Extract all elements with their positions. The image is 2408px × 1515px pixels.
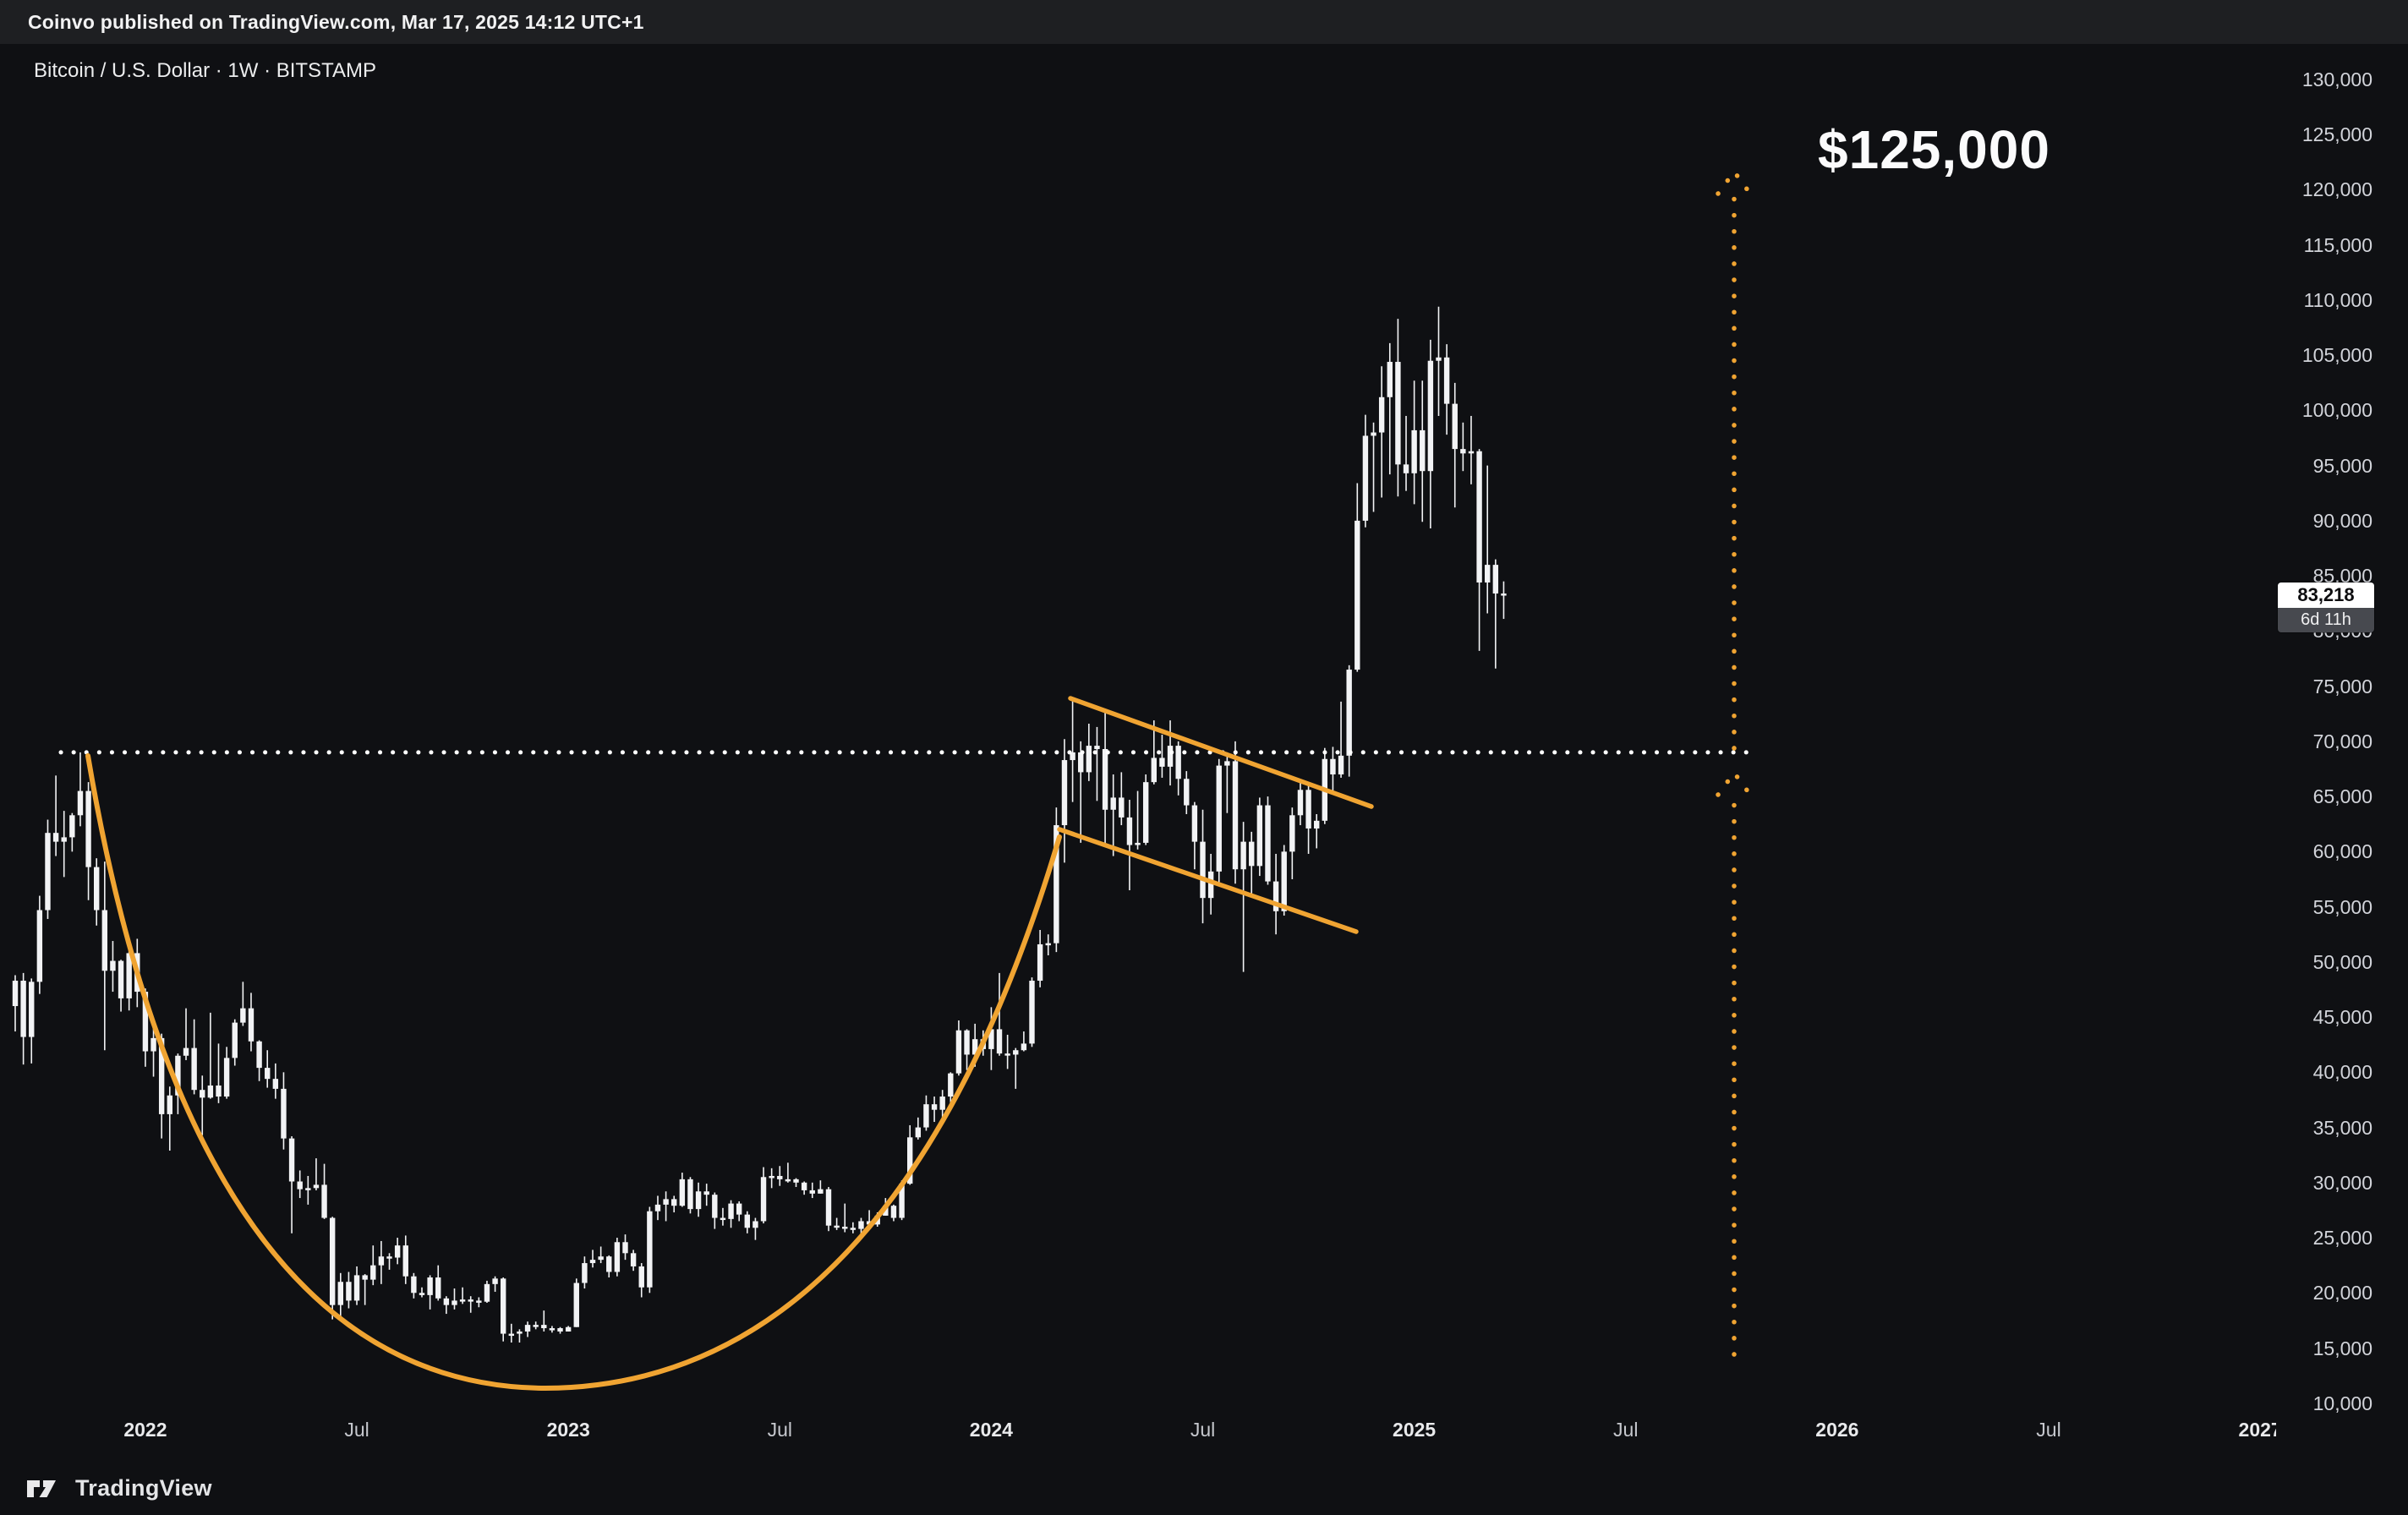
price-tick-label: 65,000 xyxy=(2312,785,2372,808)
bar-countdown: 6d 11h xyxy=(2278,608,2374,633)
price-tick-label: 130,000 xyxy=(2301,68,2372,90)
time-tick-label: 2023 xyxy=(546,1419,590,1441)
price-tick-label: 15,000 xyxy=(2312,1337,2372,1359)
price-tick-label: 110,000 xyxy=(2303,288,2372,311)
price-tick-label: 95,000 xyxy=(2312,454,2372,477)
current-price-value: 83,218 xyxy=(2278,582,2374,609)
time-tick-label: 2027 xyxy=(2238,1419,2276,1441)
time-axis[interactable]: 2022 Jul 2023 Jul 2024 Jul 2025 Jul 2026 Jul 2027 xyxy=(0,0,2276,1515)
price-tick-label: 50,000 xyxy=(2312,950,2372,973)
price-tick-label: 60,000 xyxy=(2312,840,2372,863)
footer: TradingView xyxy=(25,1475,212,1501)
current-price-label: 83,218 6d 11h xyxy=(2278,582,2374,633)
price-tick-label: 35,000 xyxy=(2312,1116,2372,1139)
price-tick-label: 125,000 xyxy=(2301,123,2372,146)
price-target-annotation[interactable]: $125,000 xyxy=(1818,119,2050,180)
tradingview-brand-text[interactable]: TradingView xyxy=(75,1475,212,1501)
time-tick-label: 2022 xyxy=(123,1419,167,1441)
time-tick-label: Jul xyxy=(1190,1419,1216,1441)
price-tick-label: 55,000 xyxy=(2312,895,2372,918)
price-tick-label: 100,000 xyxy=(2301,399,2372,422)
price-tick-label: 120,000 xyxy=(2301,178,2372,201)
time-tick-label: Jul xyxy=(1613,1419,1639,1441)
attribution-text: Coinvo published on TradingView.com, Mar… xyxy=(28,10,644,33)
price-tick-label: 105,000 xyxy=(2301,344,2372,367)
time-tick-label: 2025 xyxy=(1393,1419,1437,1441)
price-tick-label: 90,000 xyxy=(2312,509,2372,532)
cup-curve[interactable] xyxy=(85,753,1062,1392)
attribution-bar: Coinvo published on TradingView.com, Mar… xyxy=(0,0,2408,44)
price-tick-label: 45,000 xyxy=(2312,1006,2372,1029)
price-tick-label: 115,000 xyxy=(2303,233,2372,256)
tradingview-logo-icon[interactable] xyxy=(25,1477,64,1501)
price-tick-label: 10,000 xyxy=(2312,1392,2372,1414)
price-tick-label: 25,000 xyxy=(2312,1227,2372,1250)
time-tick-label: Jul xyxy=(2036,1419,2061,1441)
time-tick-label: 2024 xyxy=(969,1419,1013,1441)
price-tick-label: 75,000 xyxy=(2312,675,2372,697)
flag-lower-line[interactable] xyxy=(1057,827,1359,934)
time-tick-label: 2026 xyxy=(1815,1419,1859,1441)
price-tick-label: 70,000 xyxy=(2312,730,2372,752)
chart-symbol-title: Bitcoin / U.S. Dollar · 1W · BITSTAMP xyxy=(34,59,376,82)
time-tick-label: Jul xyxy=(344,1419,369,1441)
candlestick-series xyxy=(12,306,1507,1343)
price-tick-label: 40,000 xyxy=(2312,1061,2372,1084)
price-tick-label: 20,000 xyxy=(2312,1282,2372,1304)
target-dotted-arrow[interactable] xyxy=(1716,167,1753,1357)
time-tick-label: Jul xyxy=(767,1419,792,1441)
flag-upper-line[interactable] xyxy=(1068,696,1374,809)
price-tick-label: 30,000 xyxy=(2312,1171,2372,1194)
